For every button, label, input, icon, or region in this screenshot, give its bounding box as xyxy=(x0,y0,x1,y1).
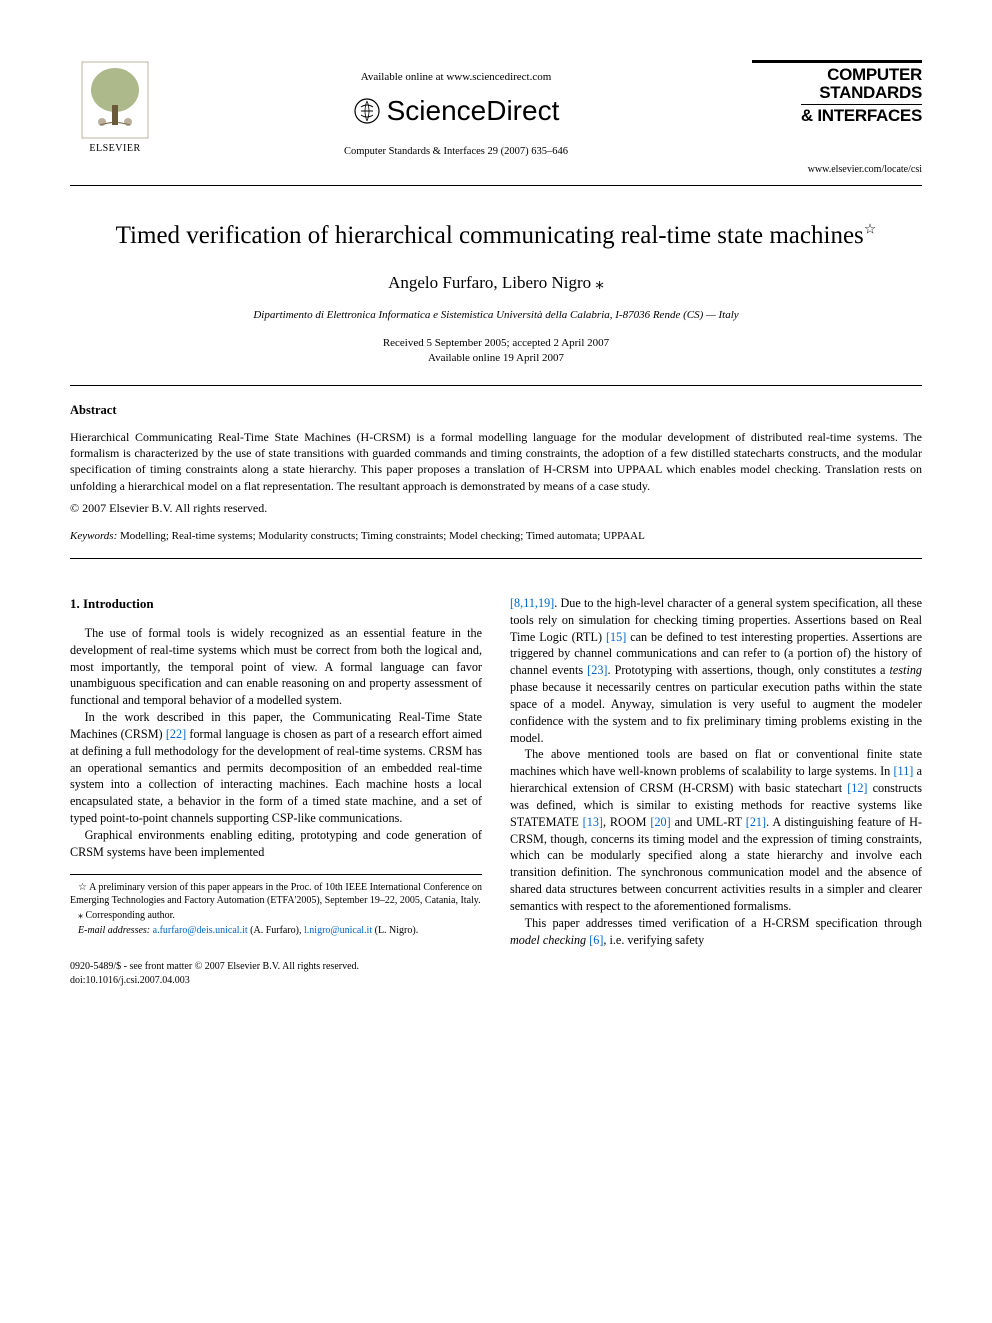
elsevier-label: ELSEVIER xyxy=(89,142,140,156)
right-column: [8,11,19]. Due to the high-level charact… xyxy=(510,595,922,948)
sciencedirect-text: ScienceDirect xyxy=(387,91,560,130)
ref-12-link[interactable]: [12] xyxy=(847,781,867,795)
intro-p4: [8,11,19]. Due to the high-level charact… xyxy=(510,595,922,746)
intro-p2: In the work described in this paper, the… xyxy=(70,709,482,827)
page-footer: 0920-5489/$ - see front matter © 2007 El… xyxy=(70,960,922,988)
section-1-heading: 1. Introduction xyxy=(70,595,482,613)
title-footnote-mark: ☆ xyxy=(864,222,877,237)
footnotes-block: ☆ A preliminary version of this paper ap… xyxy=(70,874,482,937)
abstract-heading: Abstract xyxy=(70,402,922,420)
intro-p1: The use of formal tools is widely recogn… xyxy=(70,625,482,709)
email-nigro-link[interactable]: l.nigro@unical.it xyxy=(304,925,372,936)
ref-20-link[interactable]: [20] xyxy=(650,815,670,829)
ref-6-link[interactable]: [6] xyxy=(589,933,603,947)
available-online-date: Available online 19 April 2007 xyxy=(70,351,922,366)
email-furfaro-link[interactable]: a.furfaro@deis.unical.it xyxy=(153,925,248,936)
authors: Angelo Furfaro, Libero Nigro ⁎ xyxy=(70,271,922,295)
intro-p6: This paper addresses timed verification … xyxy=(510,915,922,949)
elsevier-tree-icon xyxy=(80,60,150,140)
header-rule xyxy=(70,185,922,186)
title-text: Timed verification of hierarchical commu… xyxy=(116,222,864,249)
journal-reference: Computer Standards & Interfaces 29 (2007… xyxy=(160,145,752,160)
ref-23-link[interactable]: [23] xyxy=(587,663,607,677)
available-online-text: Available online at www.sciencedirect.co… xyxy=(160,70,752,85)
left-column: 1. Introduction The use of formal tools … xyxy=(70,595,482,948)
received-accepted: Received 5 September 2005; accepted 2 Ap… xyxy=(70,336,922,351)
doi: doi:10.1016/j.csi.2007.04.003 xyxy=(70,974,359,988)
sciencedirect-icon xyxy=(353,97,381,125)
footnote-1: ☆ A preliminary version of this paper ap… xyxy=(70,881,482,907)
abstract-text: Hierarchical Communicating Real-Time Sta… xyxy=(70,429,922,494)
authors-text: Angelo Furfaro, Libero Nigro xyxy=(388,273,591,292)
footnote-emails: E-mail addresses: a.furfaro@deis.unical.… xyxy=(70,924,482,937)
keywords-line: Keywords: Modelling; Real-time systems; … xyxy=(70,529,922,544)
dates-block: Received 5 September 2005; accepted 2 Ap… xyxy=(70,336,922,367)
abstract-block: Abstract Hierarchical Communicating Real… xyxy=(70,385,922,559)
center-header: Available online at www.sciencedirect.co… xyxy=(160,60,752,159)
corresponding-mark: ⁎ xyxy=(595,273,604,292)
elsevier-logo-block: ELSEVIER xyxy=(70,60,160,156)
keywords-label: Keywords: xyxy=(70,530,117,542)
ref-21-link[interactable]: [21] xyxy=(746,815,766,829)
ref-8-11-19-link[interactable]: [8,11,19] xyxy=(510,596,554,610)
paper-title: Timed verification of hierarchical commu… xyxy=(70,218,922,253)
issn-copyright: 0920-5489/$ - see front matter © 2007 El… xyxy=(70,960,359,974)
journal-title-logo: COMPUTER STANDARDS & INTERFACES xyxy=(752,60,922,125)
journal-url: www.elsevier.com/locate/csi xyxy=(752,163,922,177)
footer-left: 0920-5489/$ - see front matter © 2007 El… xyxy=(70,960,359,988)
journal-logo-block: COMPUTER STANDARDS & INTERFACES www.else… xyxy=(752,60,922,177)
footnote-2: ⁎ Corresponding author. xyxy=(70,909,482,922)
journal-logo-line2: & INTERFACES xyxy=(801,104,922,125)
ref-13-link[interactable]: [13] xyxy=(583,815,603,829)
ref-22-link[interactable]: [22] xyxy=(166,727,186,741)
keywords-text: Modelling; Real-time systems; Modularity… xyxy=(117,530,645,542)
sciencedirect-logo: ScienceDirect xyxy=(160,91,752,130)
ref-15-link[interactable]: [15] xyxy=(606,630,626,644)
intro-p5: The above mentioned tools are based on f… xyxy=(510,746,922,914)
ref-11-link[interactable]: [11] xyxy=(894,764,914,778)
journal-logo-line1: COMPUTER STANDARDS xyxy=(752,66,922,102)
abstract-copyright: © 2007 Elsevier B.V. All rights reserved… xyxy=(70,500,922,517)
body-columns: 1. Introduction The use of formal tools … xyxy=(70,595,922,948)
affiliation: Dipartimento di Elettronica Informatica … xyxy=(70,308,922,323)
intro-p3: Graphical environments enabling editing,… xyxy=(70,827,482,861)
page-header: ELSEVIER Available online at www.science… xyxy=(70,60,922,177)
